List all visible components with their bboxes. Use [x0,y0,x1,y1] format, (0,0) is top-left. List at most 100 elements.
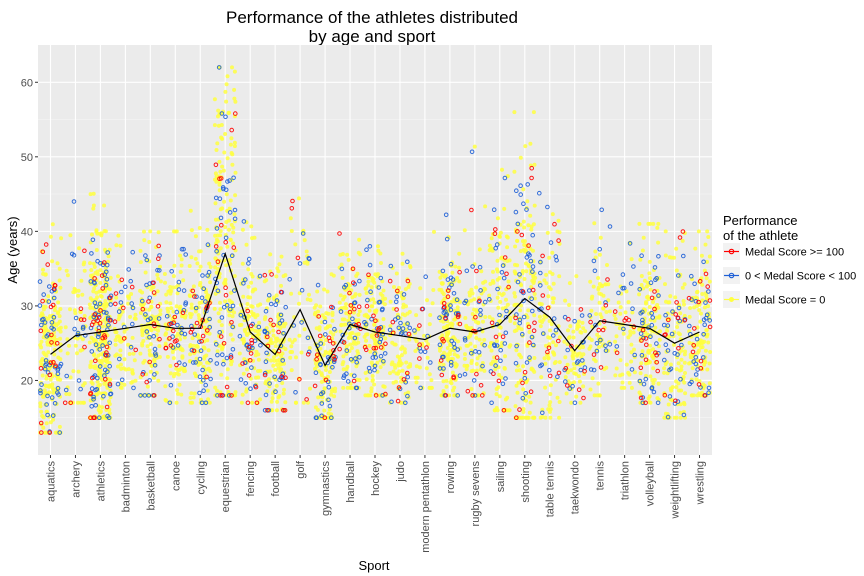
point-medal [418,385,423,391]
point-high-medal [686,295,692,301]
y-tick-label: 30 [21,301,33,313]
point-no-medal [487,344,492,349]
point-high-medal [295,255,301,261]
point-medal [106,322,111,328]
point-high-medal [171,328,176,334]
point-high-medal [477,298,482,304]
point-high-medal [394,307,399,312]
point-high-medal [104,404,110,410]
point-no-medal [202,356,207,361]
point-no-medal [658,329,662,334]
point-high-medal [576,387,582,393]
point-no-medal [446,235,451,240]
point-no-medal [431,288,436,292]
point-no-medal [117,315,122,319]
point-no-medal [469,287,474,292]
point-no-medal [222,199,227,204]
point-no-medal [468,341,473,346]
point-no-medal [147,240,152,244]
point-high-medal [156,256,161,262]
point-no-medal [120,309,125,314]
point-high-medal [644,342,649,348]
point-no-medal [706,340,711,345]
point-no-medal [155,289,160,294]
point-no-medal [57,326,62,331]
point-medal [529,334,535,340]
point-high-medal [492,231,498,236]
point-no-medal [528,141,533,146]
point-medal [449,338,455,344]
point-high-medal [316,314,322,319]
point-no-medal [370,378,375,382]
point-no-medal [700,340,705,345]
point-medal [323,332,328,337]
point-no-medal [366,279,371,284]
point-no-medal [243,329,248,334]
point-high-medal [547,373,553,379]
point-medal [256,324,262,330]
point-high-medal [82,344,87,350]
point-medal [37,279,43,284]
point-no-medal [578,400,583,405]
point-no-medal [498,299,503,304]
point-no-medal [702,268,707,273]
point-no-medal [224,99,229,104]
point-no-medal [698,319,703,324]
point-no-medal [618,284,623,289]
point-medal [628,281,634,286]
point-no-medal [218,229,223,234]
point-medal [672,401,678,406]
point-medal [649,385,655,390]
point-no-medal [597,345,602,349]
point-no-medal [76,293,81,298]
point-high-medal [552,221,557,227]
point-high-medal [38,366,44,371]
point-medal [71,199,77,204]
point-medal [480,363,485,369]
point-medal [669,331,675,337]
point-medal [223,187,229,193]
point-high-medal [283,375,288,381]
point-no-medal [403,287,408,292]
point-no-medal [140,327,145,332]
point-no-medal [208,265,213,269]
point-medal [203,299,208,304]
point-medal [701,355,706,360]
point-no-medal [92,265,97,269]
point-no-medal [205,338,210,343]
point-high-medal [171,320,176,326]
point-high-medal [383,341,388,347]
point-high-medal [705,284,711,289]
point-no-medal [188,395,193,400]
point-high-medal [352,306,357,312]
point-no-medal [673,295,678,300]
point-no-medal [648,317,653,322]
point-no-medal [527,330,532,334]
legend-label: Medal Score = 0 [745,295,825,307]
point-no-medal [132,358,137,363]
point-medal [227,178,232,183]
point-medal [651,389,657,395]
point-medal [105,369,110,375]
point-no-medal [289,291,294,296]
point-no-medal [172,263,177,268]
x-tick-label: archery [70,461,82,498]
x-tick-label: rowing [445,461,457,493]
point-no-medal [407,310,412,314]
point-no-medal [464,367,469,372]
point-no-medal [439,281,444,286]
point-high-medal [221,341,227,346]
point-medal [469,350,474,356]
point-no-medal [400,251,405,256]
point-no-medal [245,302,250,306]
point-no-medal [218,307,223,312]
point-no-medal [445,357,450,362]
point-no-medal [81,400,86,405]
point-no-medal [690,366,695,371]
point-no-medal [76,369,81,374]
point-high-medal [563,366,569,371]
point-medal [156,316,162,321]
point-high-medal [373,345,379,351]
point-no-medal [216,248,221,253]
